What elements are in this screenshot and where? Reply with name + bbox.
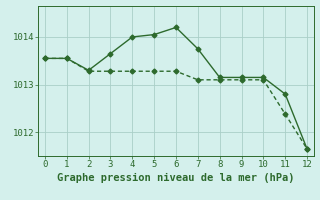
X-axis label: Graphe pression niveau de la mer (hPa): Graphe pression niveau de la mer (hPa) (57, 173, 295, 183)
